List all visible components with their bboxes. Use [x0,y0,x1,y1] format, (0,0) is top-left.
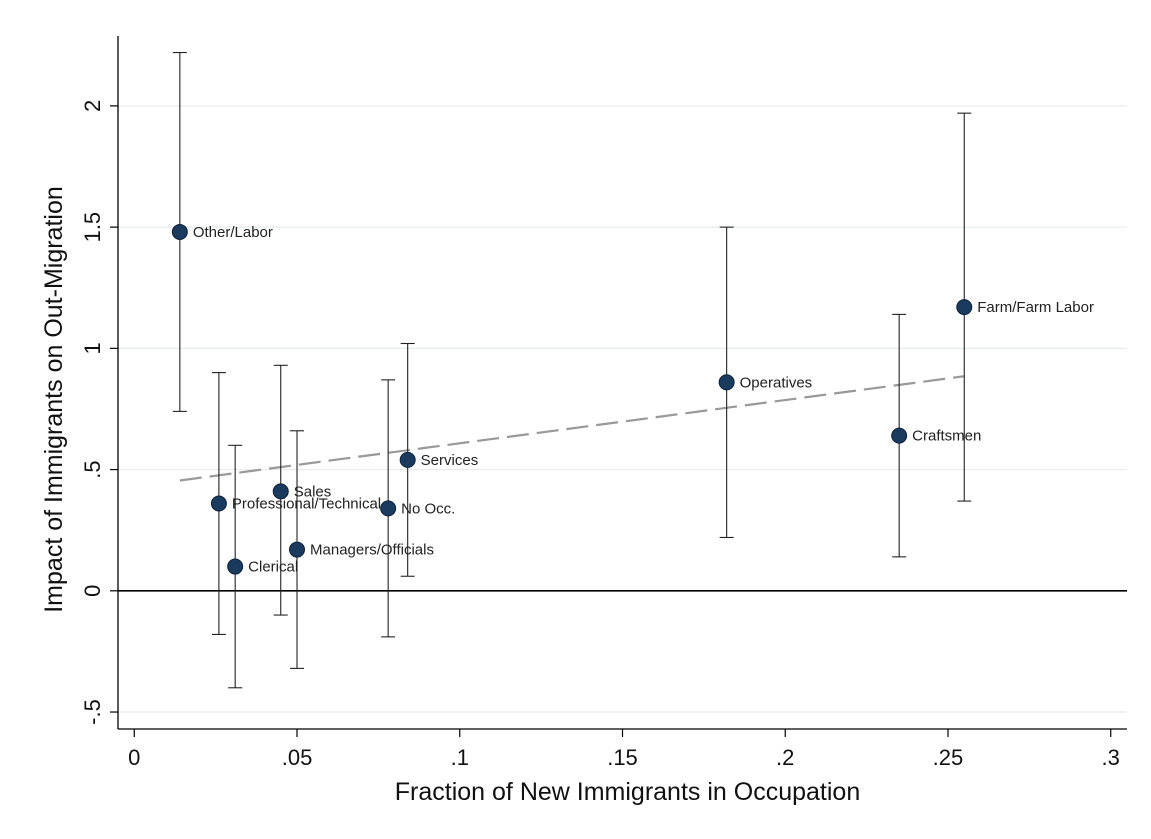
data-point-0 [171,223,188,240]
y-tick-label-0: -.5 [80,699,105,725]
x-tick-label-3: .15 [607,745,638,770]
fitted-line [179,375,965,482]
data-point-6 [399,451,416,468]
y-axis-ticks: -.5 0 .5 1 1.5 2 [80,100,118,725]
axes [117,36,1127,730]
data-point-1 [210,495,227,512]
y-tick-label-3: 1 [80,342,105,354]
x-tick-label-0: 0 [128,745,140,770]
data-point-3 [272,483,289,500]
y-tick-label-4: 1.5 [80,212,105,243]
x-axis-ticks: 0 .05 .1 .15 .2 .25 .3 [128,729,1120,770]
x-tick-label-6: .3 [1102,745,1120,770]
x-tick-label-1: .05 [282,745,313,770]
y-tick-label-5: 2 [80,100,105,112]
point-label-4: Managers/Officials [310,542,434,559]
data-point-2 [227,558,244,575]
fit-line-segment [179,375,965,482]
x-tick-label-2: .1 [451,745,469,770]
data-point-5 [380,500,397,517]
point-label-3: Sales [294,483,332,500]
data-point-8 [891,427,908,444]
point-label-1: Professional/Technical [232,496,381,513]
gridlines [118,105,1127,713]
point-label-0: Other/Labor [193,224,273,241]
data-point-7 [718,374,735,391]
x-axis-title: Fraction of New Immigrants in Occupation [395,778,860,806]
data-point-9 [956,299,973,316]
point-label-8: Craftsmen [912,428,981,445]
x-tick-label-5: .25 [933,745,964,770]
y-axis-title: Impact of Immigrants on Out-Migration [40,186,68,613]
error-bars [172,51,972,689]
point-label-9: Farm/Farm Labor [977,299,1094,316]
y-tick-label-2: .5 [80,460,105,478]
data-point-4 [289,541,306,558]
point-label-2: Clerical [248,559,298,576]
point-label-7: Operatives [740,374,813,391]
point-label-5: No Occ. [401,500,455,517]
point-label-6: Services [421,452,479,469]
x-tick-label-4: .2 [776,745,794,770]
point-labels: Other/Labor Professional/Technical Clerica… [193,224,1094,576]
data-points [171,223,973,575]
y-tick-label-1: 0 [80,585,105,597]
